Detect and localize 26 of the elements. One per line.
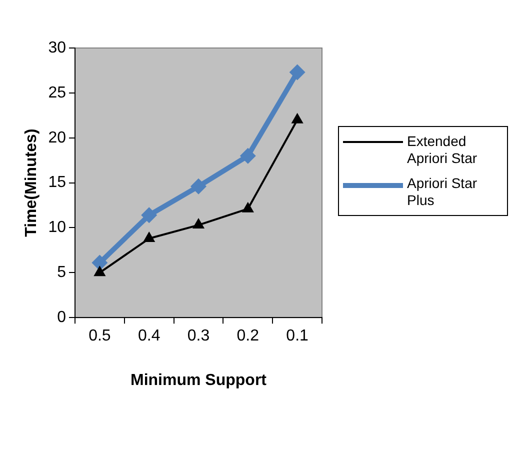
point bbox=[190, 178, 206, 194]
x-tick-label: 0.5 bbox=[88, 328, 111, 345]
y-tick-label: 5 bbox=[57, 264, 66, 282]
y-tick-label: 15 bbox=[48, 174, 66, 192]
legend-label: Apriori Star Plus bbox=[407, 175, 478, 209]
x-tick-label: 0.4 bbox=[138, 328, 160, 345]
point bbox=[240, 148, 256, 164]
y-tick-label: 30 bbox=[48, 39, 66, 56]
point bbox=[141, 207, 158, 224]
point bbox=[94, 266, 106, 276]
point bbox=[289, 64, 306, 80]
x-axis-title: Minimum Support bbox=[130, 372, 268, 389]
point bbox=[291, 112, 304, 124]
y-tick-label: 20 bbox=[48, 129, 66, 146]
point bbox=[192, 218, 205, 229]
point bbox=[242, 202, 254, 212]
point bbox=[92, 254, 108, 271]
x-tick-label: 0.2 bbox=[236, 328, 260, 345]
y-tick-label: 0 bbox=[57, 309, 66, 326]
y-tick-label: 10 bbox=[48, 219, 66, 236]
legend-label: Extended Apriori Star bbox=[407, 133, 478, 167]
y-axis-title: Time(Minutes) bbox=[23, 128, 40, 237]
y-tick-label: 25 bbox=[48, 84, 66, 102]
point bbox=[143, 232, 156, 242]
x-tick-label: 0.3 bbox=[187, 328, 210, 345]
x-tick-label: 0.1 bbox=[286, 328, 309, 345]
